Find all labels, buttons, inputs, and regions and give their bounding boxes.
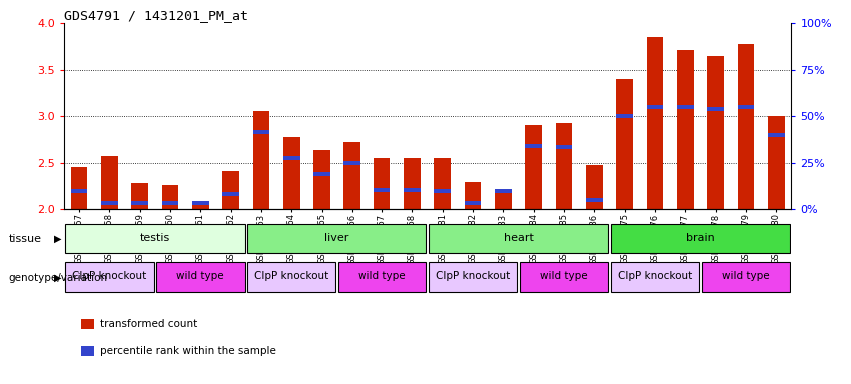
Bar [313, 172, 330, 176]
Bar [338, 262, 426, 292]
Text: wild type: wild type [358, 271, 406, 281]
Bar [525, 144, 542, 148]
Text: genotype/variation: genotype/variation [9, 273, 107, 283]
Bar [162, 201, 178, 205]
Text: transformed count: transformed count [100, 319, 197, 329]
Bar [65, 223, 244, 253]
Bar [677, 105, 694, 109]
Bar [65, 262, 153, 292]
Text: testis: testis [140, 233, 170, 243]
Bar [677, 50, 694, 209]
Text: ▶: ▶ [54, 234, 61, 244]
Text: heart: heart [504, 233, 534, 243]
Bar [647, 105, 663, 109]
Bar [71, 167, 88, 209]
Bar [131, 183, 148, 209]
Bar [435, 158, 451, 209]
Bar [344, 142, 360, 209]
Bar [556, 145, 573, 149]
Bar [647, 37, 663, 209]
Bar [586, 165, 603, 209]
Bar [525, 126, 542, 209]
Bar [707, 56, 724, 209]
Bar [313, 150, 330, 209]
Bar [495, 189, 511, 193]
Bar [616, 114, 633, 118]
Text: brain: brain [686, 233, 715, 243]
Bar [162, 185, 178, 209]
Text: GDS4791 / 1431201_PM_at: GDS4791 / 1431201_PM_at [64, 9, 248, 22]
Bar [344, 161, 360, 165]
Bar [404, 188, 420, 192]
Bar [283, 156, 300, 160]
Bar [222, 171, 239, 209]
Bar [429, 262, 517, 292]
Bar [707, 107, 724, 111]
Text: tissue: tissue [9, 234, 42, 244]
Text: ClpP knockout: ClpP knockout [254, 271, 328, 281]
Bar [465, 182, 482, 209]
Bar [465, 201, 482, 205]
Text: ClpP knockout: ClpP knockout [72, 271, 146, 281]
Bar [556, 122, 573, 209]
Bar [495, 189, 511, 209]
Bar [520, 262, 608, 292]
Bar [374, 188, 391, 192]
Bar [738, 105, 754, 109]
Bar [611, 223, 791, 253]
Bar [247, 223, 426, 253]
Bar [768, 133, 785, 137]
Bar [586, 198, 603, 202]
Bar [429, 223, 608, 253]
Text: ClpP knockout: ClpP knockout [618, 271, 692, 281]
Bar [404, 158, 420, 209]
Bar [611, 262, 700, 292]
Text: wild type: wild type [540, 271, 588, 281]
Bar [222, 192, 239, 197]
Bar [374, 158, 391, 209]
Bar [616, 79, 633, 209]
Text: liver: liver [324, 233, 349, 243]
Bar [156, 262, 244, 292]
Bar [738, 43, 754, 209]
Text: percentile rank within the sample: percentile rank within the sample [100, 346, 276, 356]
Bar [101, 201, 117, 205]
Bar [768, 116, 785, 209]
Text: wild type: wild type [176, 271, 224, 281]
Bar [702, 262, 791, 292]
Bar [131, 201, 148, 205]
Bar [101, 156, 117, 209]
Text: ClpP knockout: ClpP knockout [436, 271, 511, 281]
Bar [253, 130, 269, 134]
Bar [192, 203, 208, 209]
Bar [435, 189, 451, 193]
Text: wild type: wild type [722, 271, 770, 281]
Bar [247, 262, 335, 292]
Bar [192, 201, 208, 205]
Text: ▶: ▶ [54, 273, 61, 283]
Bar [253, 111, 269, 209]
Bar [283, 137, 300, 209]
Bar [71, 189, 88, 193]
